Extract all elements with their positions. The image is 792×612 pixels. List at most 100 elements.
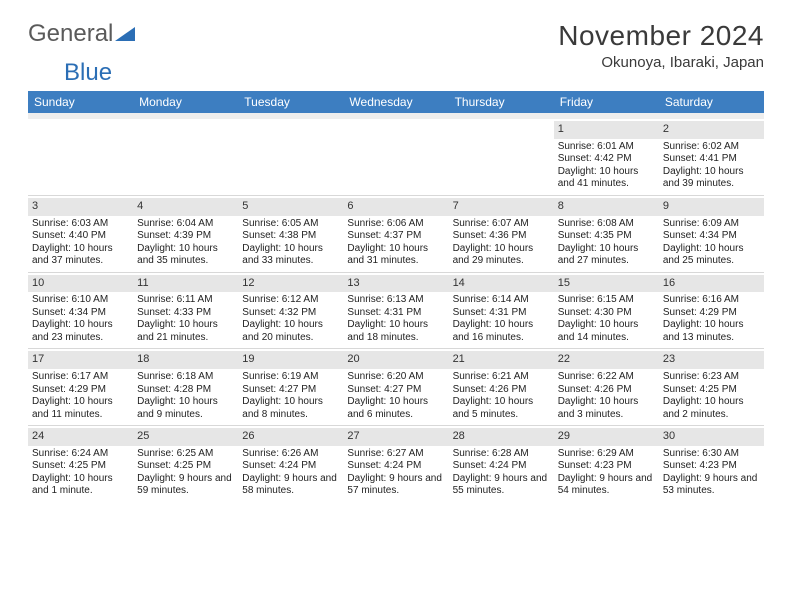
day-cell: 4 Sunrise: 6:04 AMSunset: 4:39 PMDaylight… — [133, 196, 238, 272]
day-cell: 18Sunrise: 6:18 AMSunset: 4:28 PMDayligh… — [133, 349, 238, 425]
sunset-line: Sunset: 4:29 PM — [663, 307, 760, 320]
daylight-line: Daylight: 9 hours and 57 minutes. — [347, 473, 444, 498]
sunrise-line: Sunrise: 6:22 AM — [558, 371, 655, 384]
month-title: November 2024 — [558, 20, 764, 52]
sunset-line: Sunset: 4:25 PM — [32, 460, 129, 473]
sunrise-line: Sunrise: 6:16 AM — [663, 294, 760, 307]
day-cell: 28Sunrise: 6:28 AMSunset: 4:24 PMDayligh… — [449, 426, 554, 502]
sunrise-line: Sunrise: 6:18 AM — [137, 371, 234, 384]
daylight-line: Daylight: 10 hours and 18 minutes. — [347, 319, 444, 344]
day-number: 5 — [238, 198, 343, 216]
daylight-line: Daylight: 9 hours and 54 minutes. — [558, 473, 655, 498]
daylight-line: Daylight: 10 hours and 14 minutes. — [558, 319, 655, 344]
sunrise-line: Sunrise: 6:29 AM — [558, 448, 655, 461]
sunrise-line: Sunrise: 6:09 AM — [663, 218, 760, 231]
daylight-line: Daylight: 10 hours and 20 minutes. — [242, 319, 339, 344]
day-cell: 7Sunrise: 6:07 AMSunset: 4:36 PMDaylight… — [449, 196, 554, 272]
day-number: 18 — [133, 351, 238, 369]
daylight-line: Daylight: 10 hours and 11 minutes. — [32, 396, 129, 421]
day-cell — [449, 119, 554, 195]
sunset-line: Sunset: 4:40 PM — [32, 230, 129, 243]
day-cell: 19Sunrise: 6:19 AMSunset: 4:27 PMDayligh… — [238, 349, 343, 425]
sunset-line: Sunset: 4:36 PM — [453, 230, 550, 243]
dow-cell: Thursday — [449, 91, 554, 113]
day-number: 1 — [554, 121, 659, 139]
dow-cell: Tuesday — [238, 91, 343, 113]
sunset-line: Sunset: 4:42 PM — [558, 153, 655, 166]
day-cell: 26Sunrise: 6:26 AMSunset: 4:24 PMDayligh… — [238, 426, 343, 502]
daylight-line: Daylight: 10 hours and 13 minutes. — [663, 319, 760, 344]
sunrise-line: Sunrise: 6:07 AM — [453, 218, 550, 231]
sunset-line: Sunset: 4:26 PM — [558, 384, 655, 397]
day-cell: 16Sunrise: 6:16 AMSunset: 4:29 PMDayligh… — [659, 273, 764, 349]
daylight-line: Daylight: 10 hours and 21 minutes. — [137, 319, 234, 344]
week-row: 17Sunrise: 6:17 AMSunset: 4:29 PMDayligh… — [28, 349, 764, 425]
sunset-line: Sunset: 4:39 PM — [137, 230, 234, 243]
day-number: 4 — [133, 198, 238, 216]
sunrise-line: Sunrise: 6:23 AM — [663, 371, 760, 384]
week-row: 10Sunrise: 6:10 AMSunset: 4:34 PMDayligh… — [28, 273, 764, 349]
day-number: 16 — [659, 275, 764, 293]
day-cell — [238, 119, 343, 195]
sunrise-line: Sunrise: 6:19 AM — [242, 371, 339, 384]
daylight-line: Daylight: 10 hours and 41 minutes. — [558, 166, 655, 191]
sunrise-line: Sunrise: 6:04 AM — [137, 218, 234, 231]
dow-cell: Saturday — [659, 91, 764, 113]
logo-text-b: Blue — [64, 59, 792, 87]
day-cell: 30Sunrise: 6:30 AMSunset: 4:23 PMDayligh… — [659, 426, 764, 502]
sunrise-line: Sunrise: 6:05 AM — [242, 218, 339, 231]
sunset-line: Sunset: 4:34 PM — [663, 230, 760, 243]
daylight-line: Daylight: 9 hours and 58 minutes. — [242, 473, 339, 498]
day-number — [133, 121, 238, 137]
sunrise-line: Sunrise: 6:21 AM — [453, 371, 550, 384]
day-number: 3 — [28, 198, 133, 216]
daylight-line: Daylight: 10 hours and 2 minutes. — [663, 396, 760, 421]
sunset-line: Sunset: 4:33 PM — [137, 307, 234, 320]
day-number: 22 — [554, 351, 659, 369]
sunrise-line: Sunrise: 6:24 AM — [32, 448, 129, 461]
logo: General — [28, 20, 139, 48]
day-cell: 25Sunrise: 6:25 AMSunset: 4:25 PMDayligh… — [133, 426, 238, 502]
sunrise-line: Sunrise: 6:25 AM — [137, 448, 234, 461]
day-number: 21 — [449, 351, 554, 369]
daylight-line: Daylight: 10 hours and 5 minutes. — [453, 396, 550, 421]
day-number: 14 — [449, 275, 554, 293]
day-cell — [343, 119, 448, 195]
day-number — [238, 121, 343, 137]
sunset-line: Sunset: 4:35 PM — [558, 230, 655, 243]
sunrise-line: Sunrise: 6:02 AM — [663, 141, 760, 154]
daylight-line: Daylight: 10 hours and 25 minutes. — [663, 243, 760, 268]
sunset-line: Sunset: 4:24 PM — [347, 460, 444, 473]
day-cell — [28, 119, 133, 195]
logo-triangle-icon — [115, 25, 137, 43]
day-number: 28 — [449, 428, 554, 446]
calendar: SundayMondayTuesdayWednesdayThursdayFrid… — [28, 91, 764, 502]
day-number: 23 — [659, 351, 764, 369]
day-cell: 21Sunrise: 6:21 AMSunset: 4:26 PMDayligh… — [449, 349, 554, 425]
day-cell: 29Sunrise: 6:29 AMSunset: 4:23 PMDayligh… — [554, 426, 659, 502]
logo-text-a: General — [28, 20, 113, 48]
daylight-line: Daylight: 10 hours and 31 minutes. — [347, 243, 444, 268]
dow-cell: Wednesday — [343, 91, 448, 113]
sunset-line: Sunset: 4:37 PM — [347, 230, 444, 243]
daylight-line: Daylight: 10 hours and 35 minutes. — [137, 243, 234, 268]
sunrise-line: Sunrise: 6:08 AM — [558, 218, 655, 231]
dow-cell: Sunday — [28, 91, 133, 113]
sunrise-line: Sunrise: 6:15 AM — [558, 294, 655, 307]
day-cell: 15Sunrise: 6:15 AMSunset: 4:30 PMDayligh… — [554, 273, 659, 349]
day-cell: 23Sunrise: 6:23 AMSunset: 4:25 PMDayligh… — [659, 349, 764, 425]
day-cell: 13Sunrise: 6:13 AMSunset: 4:31 PMDayligh… — [343, 273, 448, 349]
day-number: 19 — [238, 351, 343, 369]
sunrise-line: Sunrise: 6:01 AM — [558, 141, 655, 154]
daylight-line: Daylight: 10 hours and 9 minutes. — [137, 396, 234, 421]
dow-header-row: SundayMondayTuesdayWednesdayThursdayFrid… — [28, 91, 764, 113]
sunset-line: Sunset: 4:23 PM — [558, 460, 655, 473]
day-number: 6 — [343, 198, 448, 216]
day-cell: 14Sunrise: 6:14 AMSunset: 4:31 PMDayligh… — [449, 273, 554, 349]
day-number: 20 — [343, 351, 448, 369]
sunrise-line: Sunrise: 6:17 AM — [32, 371, 129, 384]
daylight-line: Daylight: 10 hours and 37 minutes. — [32, 243, 129, 268]
day-number: 8 — [554, 198, 659, 216]
sunrise-line: Sunrise: 6:11 AM — [137, 294, 234, 307]
day-cell: 24Sunrise: 6:24 AMSunset: 4:25 PMDayligh… — [28, 426, 133, 502]
